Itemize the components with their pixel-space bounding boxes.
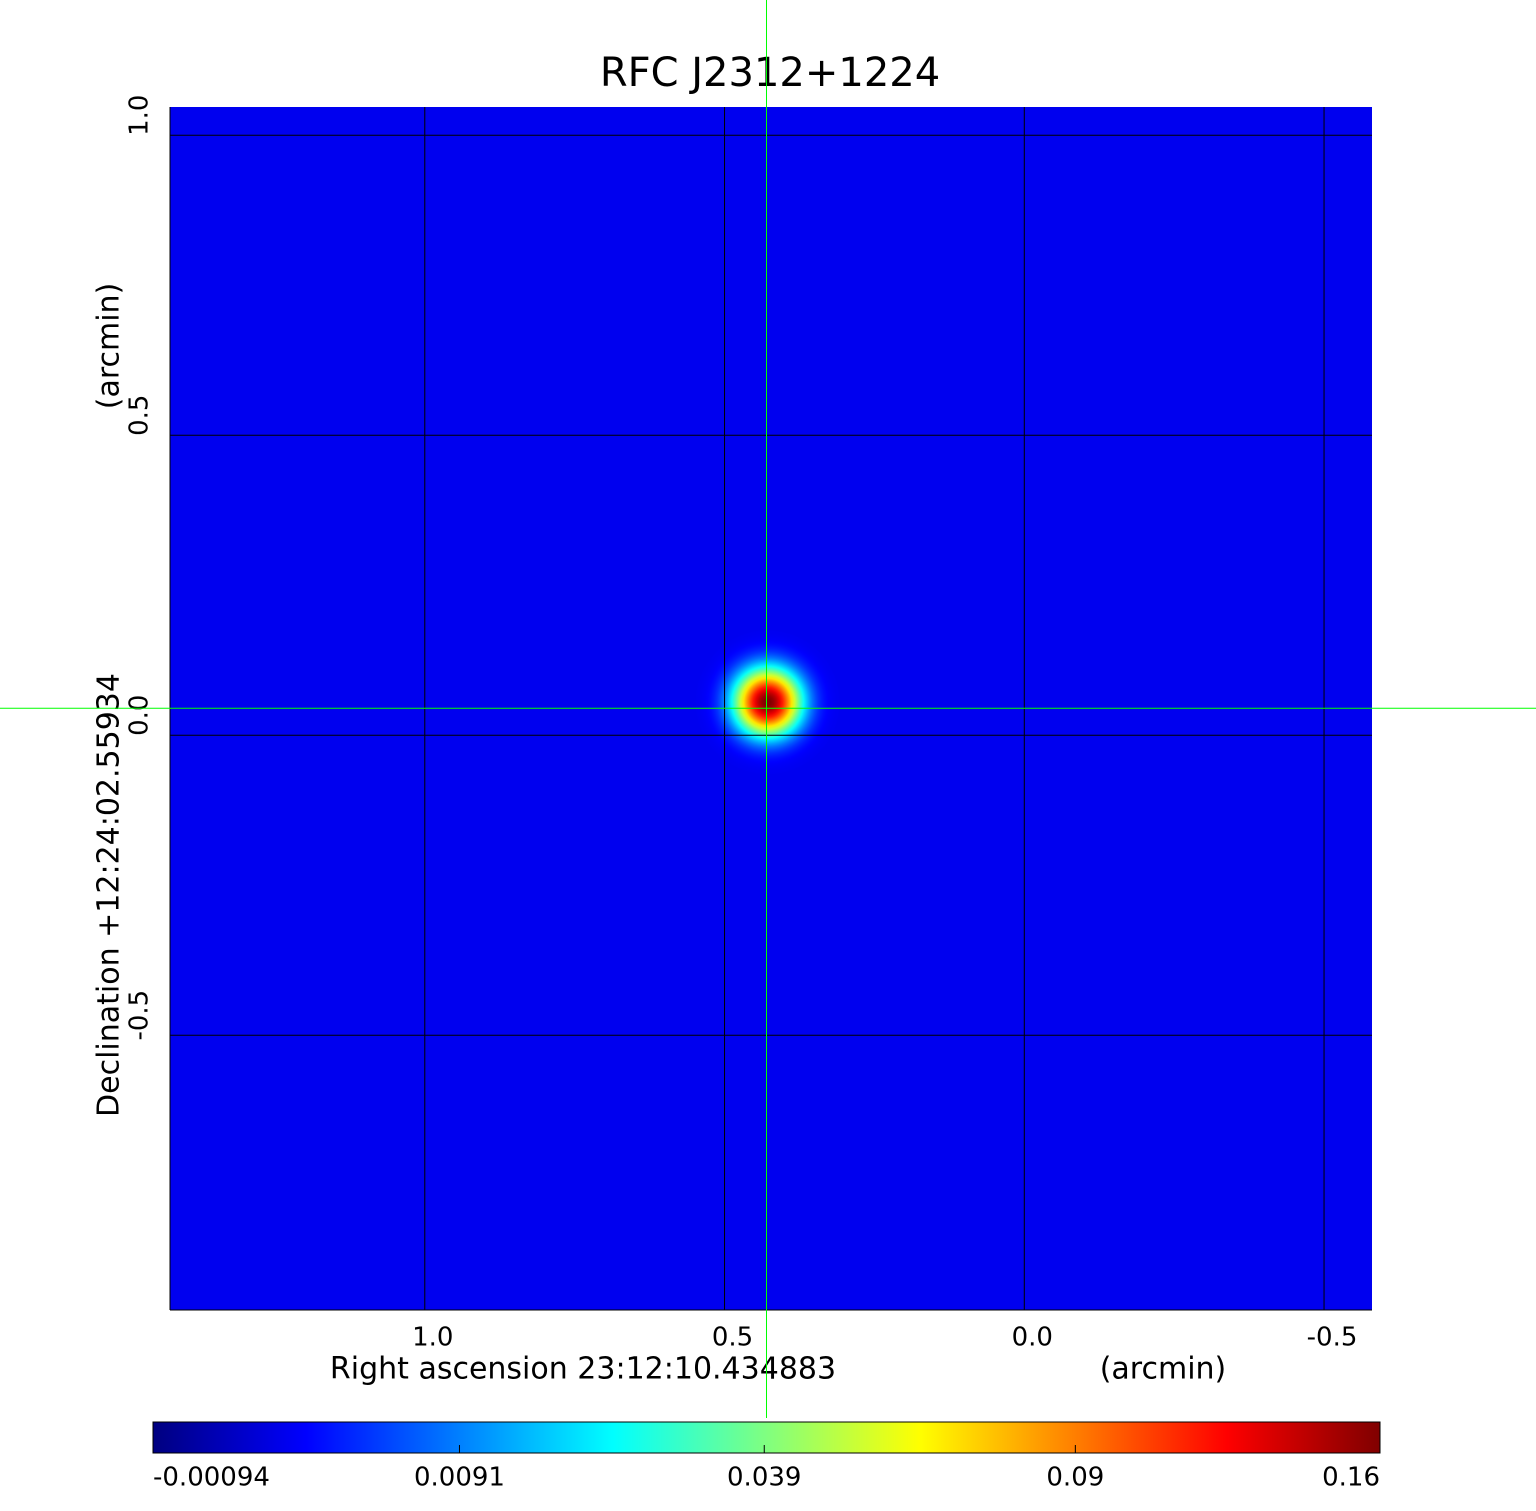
- y-axis-unit: (arcmin): [92, 283, 127, 410]
- chart-title: RFC J2312+1224: [600, 50, 940, 96]
- colorbar-tick-label: -0.00094: [153, 1463, 270, 1493]
- y-tick-label: 0.0: [125, 695, 155, 736]
- x-axis-label: Right ascension 23:12:10.434883: [330, 1352, 836, 1387]
- colorbar-tick-label: 0.039: [727, 1463, 801, 1493]
- x-tick-label: -0.5: [1307, 1323, 1358, 1353]
- colorbar-tick-label: 0.16: [1322, 1463, 1380, 1493]
- y-tick-label: -0.5: [125, 990, 155, 1041]
- x-tick-label: 0.5: [712, 1323, 753, 1353]
- colorbar-tick-label: 0.0091: [414, 1463, 505, 1493]
- x-tick-label: 1.0: [412, 1323, 453, 1353]
- x-tick-label: 0.0: [1012, 1323, 1053, 1353]
- x-axis-unit: (arcmin): [1100, 1352, 1227, 1387]
- colorbar-tick-label: 0.09: [1046, 1463, 1104, 1493]
- y-tick-label: 1.0: [125, 95, 155, 136]
- y-axis-label: Declination +12:24:02.55934: [92, 673, 127, 1117]
- colorbar: [152, 1421, 1381, 1454]
- y-tick-label: 0.5: [125, 395, 155, 436]
- source: [695, 630, 840, 775]
